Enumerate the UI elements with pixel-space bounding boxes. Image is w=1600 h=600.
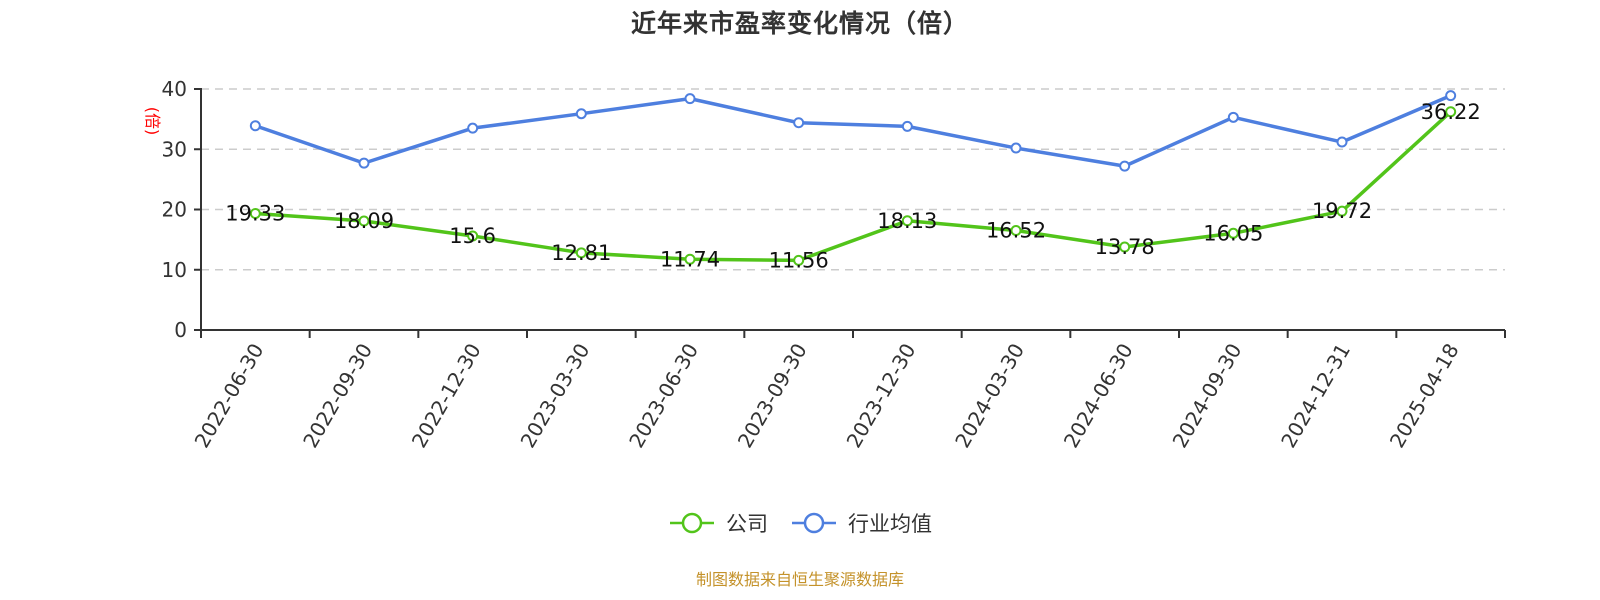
legend-label-industry: 行业均值 <box>848 512 932 536</box>
data-point-marker <box>1445 90 1457 102</box>
legend-item-industry[interactable]: 行业均值 <box>790 508 932 538</box>
data-label: 11.56 <box>769 248 829 272</box>
data-point-marker <box>684 93 696 105</box>
series-lines <box>249 90 1457 266</box>
x-tick-label: 2023-09-30 <box>733 339 812 452</box>
y-tick-label: 10 <box>162 258 187 282</box>
grid-lines <box>201 88 1505 271</box>
data-label: 19.72 <box>1312 199 1372 223</box>
data-source-footer: 制图数据来自恒生聚源数据库 <box>695 570 904 589</box>
data-point-marker <box>901 215 913 227</box>
x-tick-label: 2024-09-30 <box>1168 339 1247 452</box>
data-point-marker <box>467 230 479 242</box>
data-point-marker <box>1227 227 1239 239</box>
data-label: 19.33 <box>225 202 285 226</box>
data-label: 16.52 <box>986 218 1046 242</box>
x-tick-label: 2024-06-30 <box>1059 339 1138 452</box>
data-label: 18.09 <box>334 209 394 233</box>
data-point-marker <box>575 247 587 259</box>
data-label: 16.05 <box>1203 221 1263 245</box>
chart-title: 近年来市盈率变化情况（倍） <box>630 9 969 38</box>
x-tick-label: 2022-06-30 <box>190 339 269 452</box>
data-point-marker <box>467 122 479 134</box>
data-label: 13.78 <box>1095 235 1155 259</box>
data-point-marker <box>901 120 913 132</box>
data-label: 18.13 <box>877 209 937 233</box>
data-label: 15.6 <box>449 224 496 248</box>
data-point-marker <box>358 215 370 227</box>
data-point-marker <box>575 108 587 120</box>
data-point-marker <box>1336 205 1348 217</box>
x-tick-label: 2023-06-30 <box>624 339 703 452</box>
y-axis-label: (倍) <box>143 107 162 136</box>
data-point-marker <box>1010 224 1022 236</box>
legend-line-circle-icon <box>792 512 836 534</box>
x-tick-label: 2022-09-30 <box>298 339 377 452</box>
data-label: 11.74 <box>660 247 720 271</box>
data-point-marker <box>1445 106 1457 118</box>
data-point-marker <box>249 208 261 220</box>
data-label: 36.22 <box>1421 100 1481 124</box>
data-point-marker <box>1010 142 1022 154</box>
x-tick-label: 2023-03-30 <box>516 339 595 452</box>
legend: 公司 行业均值 <box>0 508 1600 538</box>
y-tick-label: 20 <box>162 198 187 222</box>
x-tick-label: 2022-12-30 <box>407 339 486 452</box>
x-tick-label: 2024-03-30 <box>950 339 1029 452</box>
data-point-marker <box>684 253 696 265</box>
data-point-marker <box>1119 241 1131 253</box>
data-point-marker <box>1336 136 1348 148</box>
data-labels: 19.33 18.09 15.6 12.81 11.74 11.56 18.13 16.52 1… <box>225 100 1480 273</box>
legend-line-circle-icon <box>670 512 714 534</box>
data-point-marker <box>1119 160 1131 172</box>
series-line <box>255 110 1452 263</box>
series-line <box>254 94 1452 168</box>
legend-label-company: 公司 <box>726 512 768 536</box>
x-tick-label: 2023-12-30 <box>842 339 921 452</box>
legend-item-company[interactable]: 公司 <box>668 508 768 538</box>
y-tick-label: 0 <box>174 318 187 342</box>
x-tick-label: 2025-04-18 <box>1385 339 1464 452</box>
data-point-marker <box>793 254 805 266</box>
y-tick-label: 40 <box>162 77 187 101</box>
y-tick-label: 30 <box>162 137 187 161</box>
data-point-marker <box>358 157 370 169</box>
x-tick-label: 2024-12-31 <box>1276 339 1355 452</box>
data-point-marker <box>249 120 261 132</box>
data-point-marker <box>793 117 805 129</box>
data-point-marker <box>1227 111 1239 123</box>
data-label: 12.81 <box>551 241 611 265</box>
